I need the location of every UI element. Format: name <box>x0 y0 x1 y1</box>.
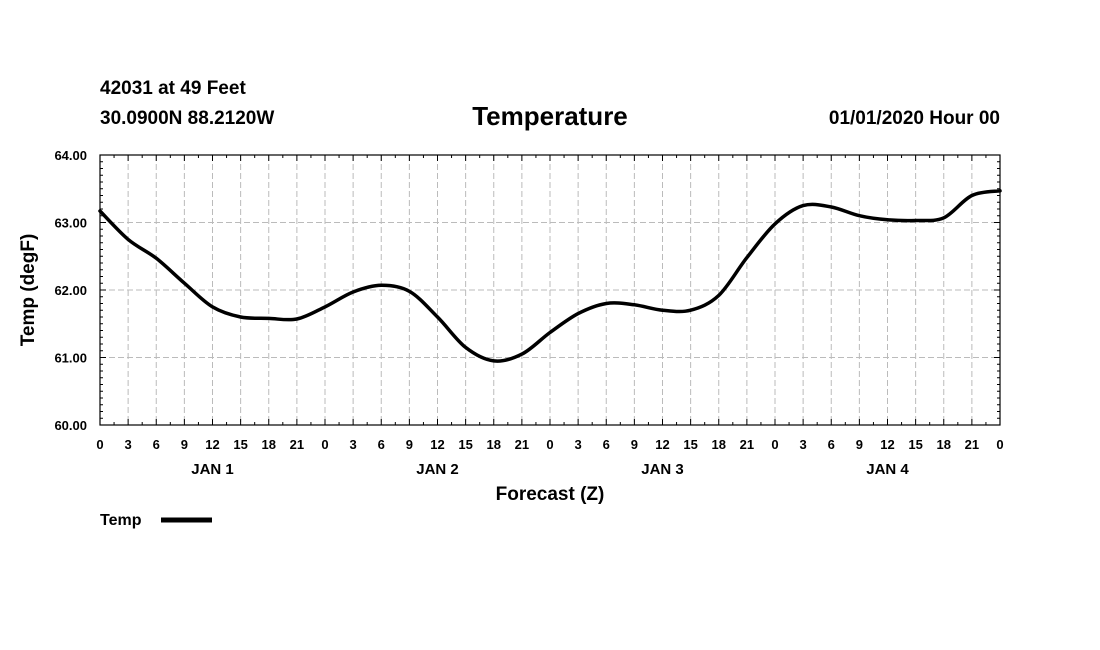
y-tick-label: 64.00 <box>54 148 87 163</box>
day-labels: JAN 1 JAN 2 JAN 3 JAN 4 <box>191 461 909 478</box>
series-layer <box>98 189 1002 363</box>
x-tick-label: 9 <box>181 437 188 452</box>
day-label: JAN 3 <box>641 461 684 478</box>
grid <box>100 155 1000 425</box>
x-tick-label: 0 <box>996 437 1003 452</box>
y-tick-labels: 60.00 61.00 62.00 63.00 64.00 <box>54 148 87 433</box>
station-label: 42031 at 49 Feet <box>100 78 246 99</box>
x-tick-label: 21 <box>515 437 529 452</box>
x-tick-label: 3 <box>350 437 357 452</box>
legend-label: Temp <box>100 512 142 529</box>
x-tick-label: 12 <box>430 437 444 452</box>
x-tick-label: 12 <box>655 437 669 452</box>
x-tick-label: 15 <box>908 437 922 452</box>
x-tick-label: 18 <box>487 437 501 452</box>
x-axis-label: Forecast (Z) <box>496 484 605 505</box>
x-tick-label: 18 <box>937 437 951 452</box>
x-tick-label: 3 <box>125 437 132 452</box>
x-tick-label: 18 <box>712 437 726 452</box>
x-tick-label: 0 <box>96 437 103 452</box>
x-tick-label: 12 <box>880 437 894 452</box>
x-tick-label: 9 <box>856 437 863 452</box>
x-tick-label: 6 <box>153 437 160 452</box>
x-tick-label: 9 <box>631 437 638 452</box>
x-tick-label: 0 <box>546 437 553 452</box>
day-label: JAN 2 <box>416 461 459 478</box>
plot-frame <box>99 154 1001 426</box>
y-tick-label: 63.00 <box>54 216 87 231</box>
day-label: JAN 1 <box>191 461 234 478</box>
y-axis-label: Temp (degF) <box>18 234 39 347</box>
x-tick-label: 18 <box>262 437 276 452</box>
datetime-label: 01/01/2020 Hour 00 <box>829 108 1000 129</box>
x-tick-label: 15 <box>683 437 697 452</box>
x-tick-label: 15 <box>233 437 247 452</box>
x-tick-label: 21 <box>740 437 754 452</box>
y-tick-label: 60.00 <box>54 418 87 433</box>
y-tick-label: 61.00 <box>54 351 87 366</box>
x-tick-label: 12 <box>205 437 219 452</box>
x-tick-label: 9 <box>406 437 413 452</box>
x-tick-label: 6 <box>378 437 385 452</box>
x-tick-label: 21 <box>290 437 304 452</box>
coordinates-label: 30.0900N 88.2120W <box>100 108 274 129</box>
day-label: JAN 4 <box>866 461 909 478</box>
x-tick-labels: 0 3 6 9 12 15 18 21 0 3 6 9 12 15 18 21 0 3 6 9 12 15 18 21 0 3 6 9… <box>96 437 1003 452</box>
chart-title: Temperature <box>472 101 628 131</box>
x-tick-label: 0 <box>321 437 328 452</box>
x-tick-label: 3 <box>575 437 582 452</box>
series-line-temp <box>98 189 1002 363</box>
x-tick-label: 6 <box>828 437 835 452</box>
x-tick-label: 6 <box>603 437 610 452</box>
x-tick-label: 21 <box>965 437 979 452</box>
x-tick-label: 15 <box>458 437 472 452</box>
x-tick-label: 3 <box>800 437 807 452</box>
x-tick-label: 0 <box>771 437 778 452</box>
y-tick-label: 62.00 <box>54 283 87 298</box>
